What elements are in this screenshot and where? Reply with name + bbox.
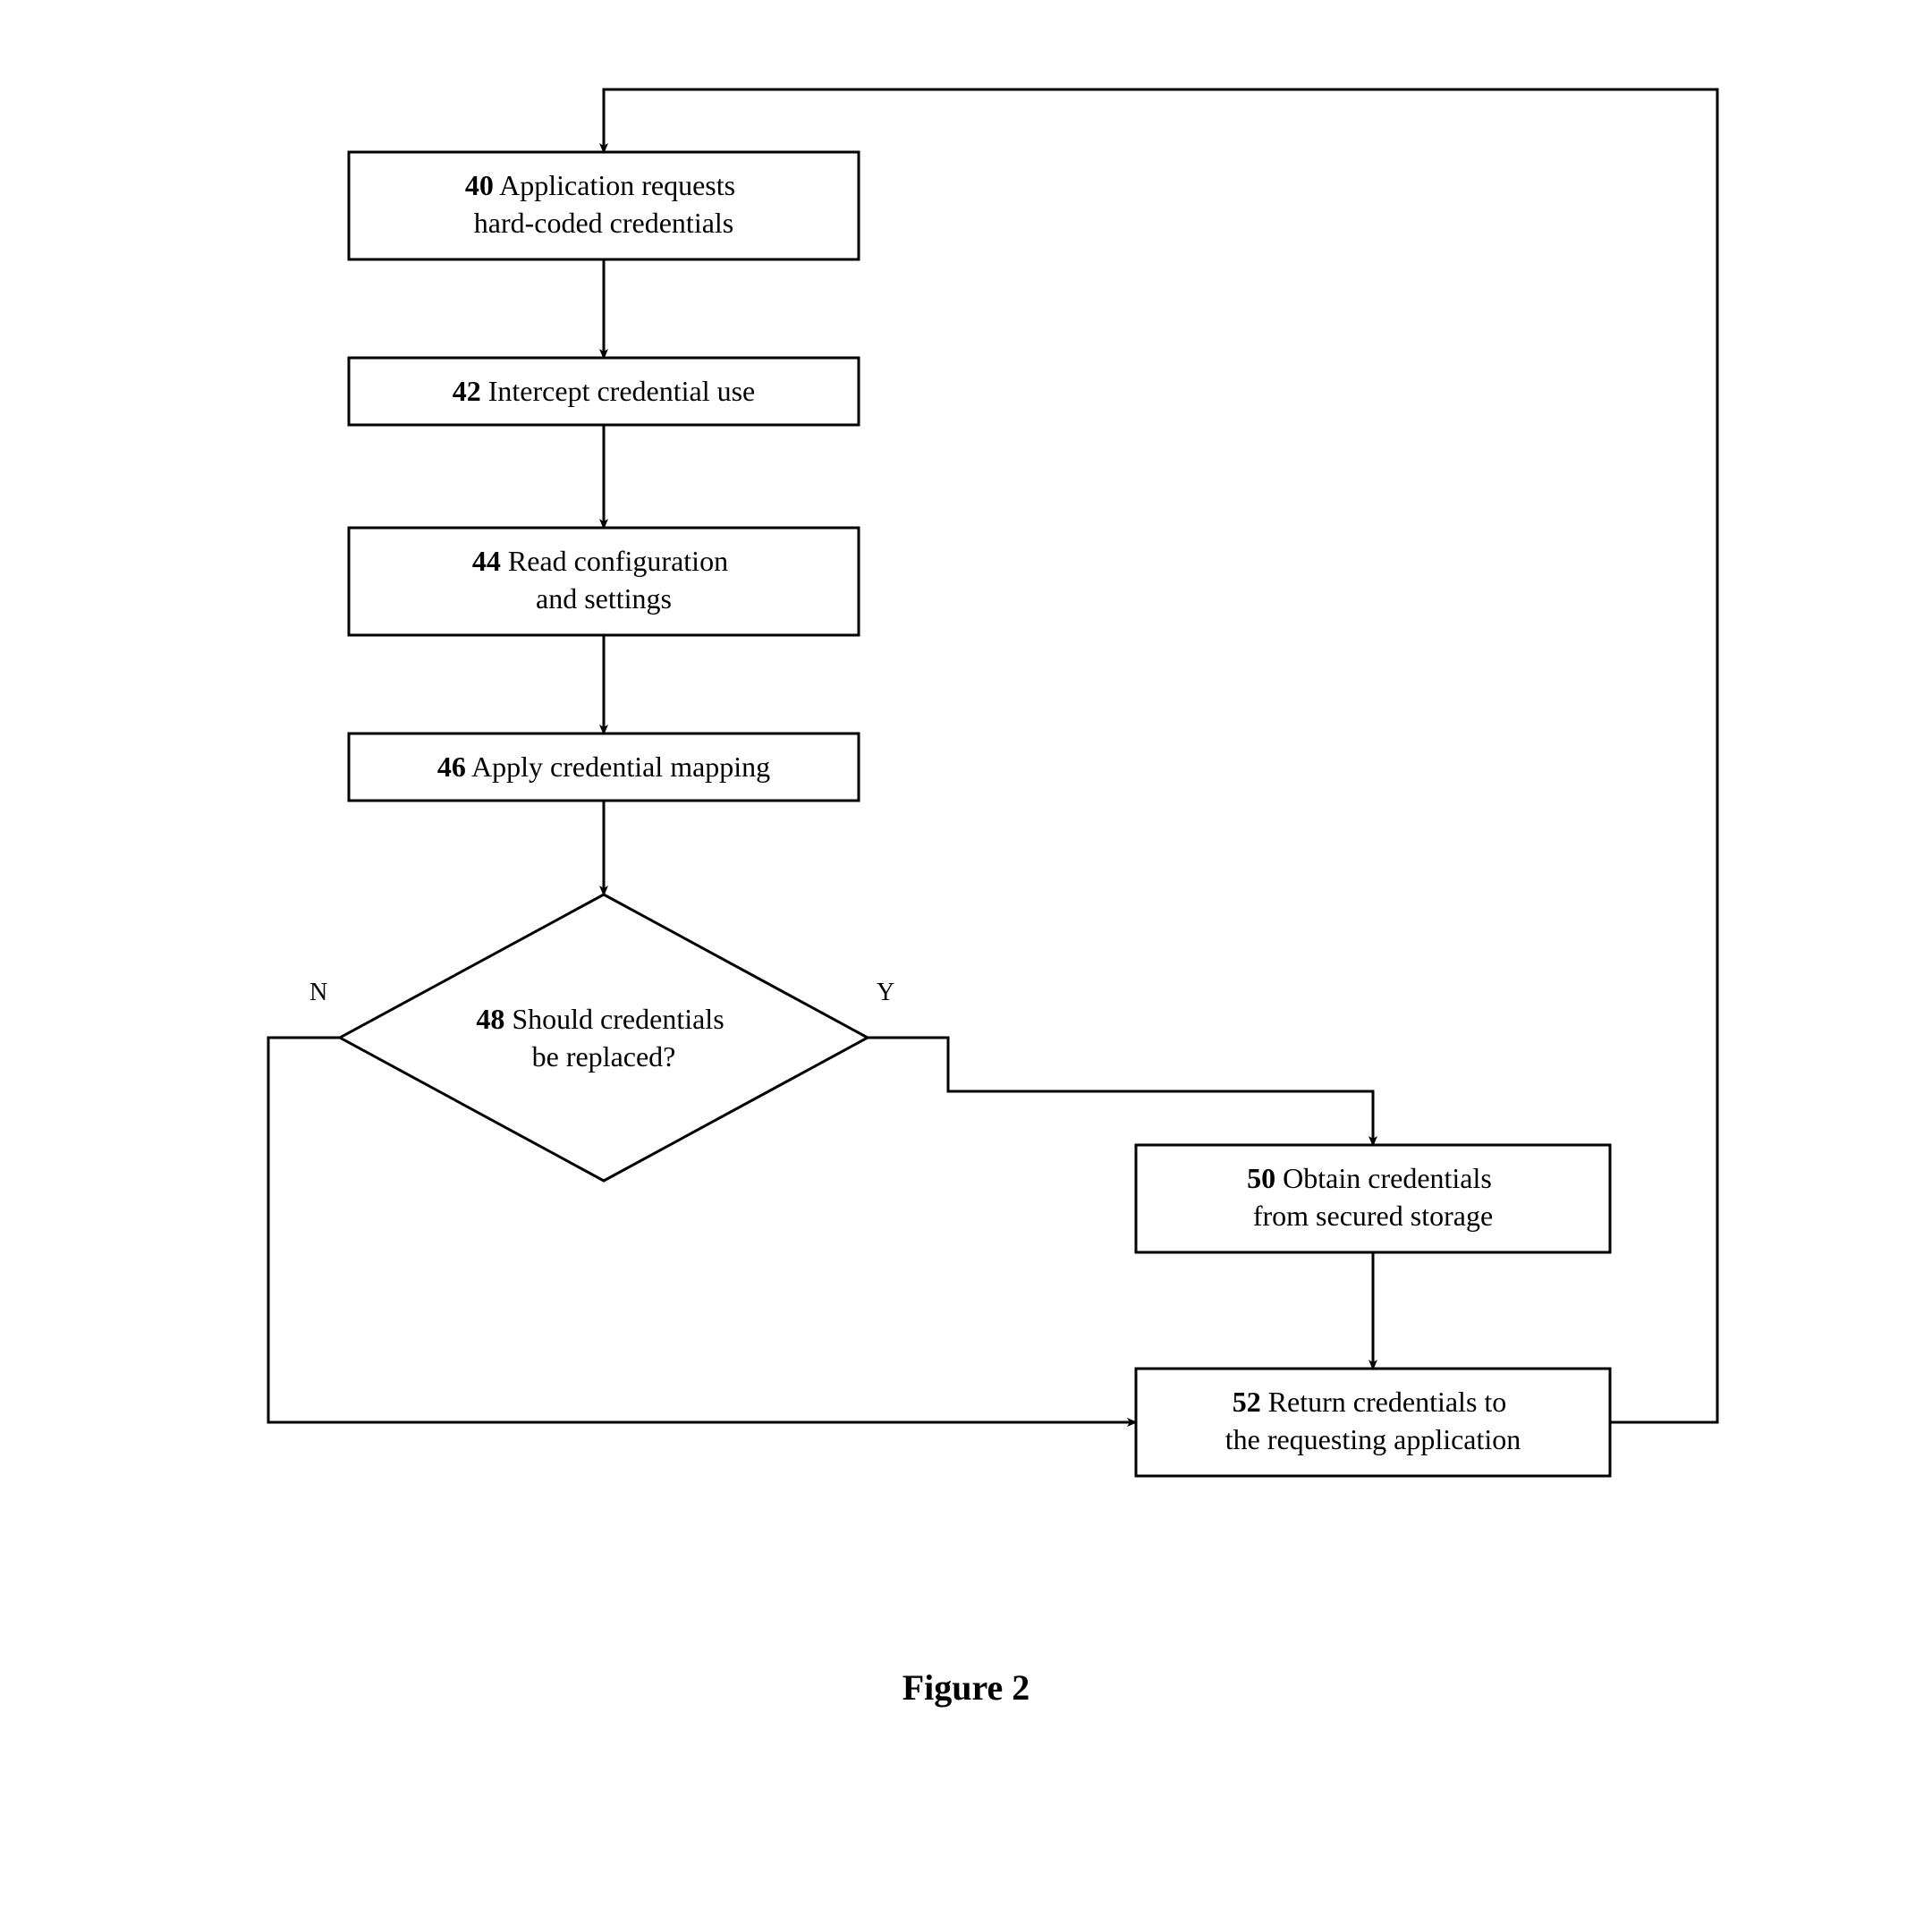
- node-48: [340, 895, 868, 1181]
- node-52: [1136, 1369, 1610, 1476]
- node-42-text: 42 Intercept credential use: [453, 375, 756, 407]
- node-40: [349, 152, 859, 259]
- label-y: Y: [877, 979, 894, 1006]
- node-44: [349, 528, 859, 635]
- edge-48-50-y: [868, 1038, 1373, 1145]
- node-50: [1136, 1145, 1610, 1252]
- flowchart-figure: 40 Application requests hard-coded crede…: [0, 0, 1932, 1925]
- label-n: N: [309, 979, 327, 1006]
- figure-caption: Figure 2: [902, 1667, 1030, 1708]
- node-46-text: 46 Apply credential mapping: [437, 750, 770, 783]
